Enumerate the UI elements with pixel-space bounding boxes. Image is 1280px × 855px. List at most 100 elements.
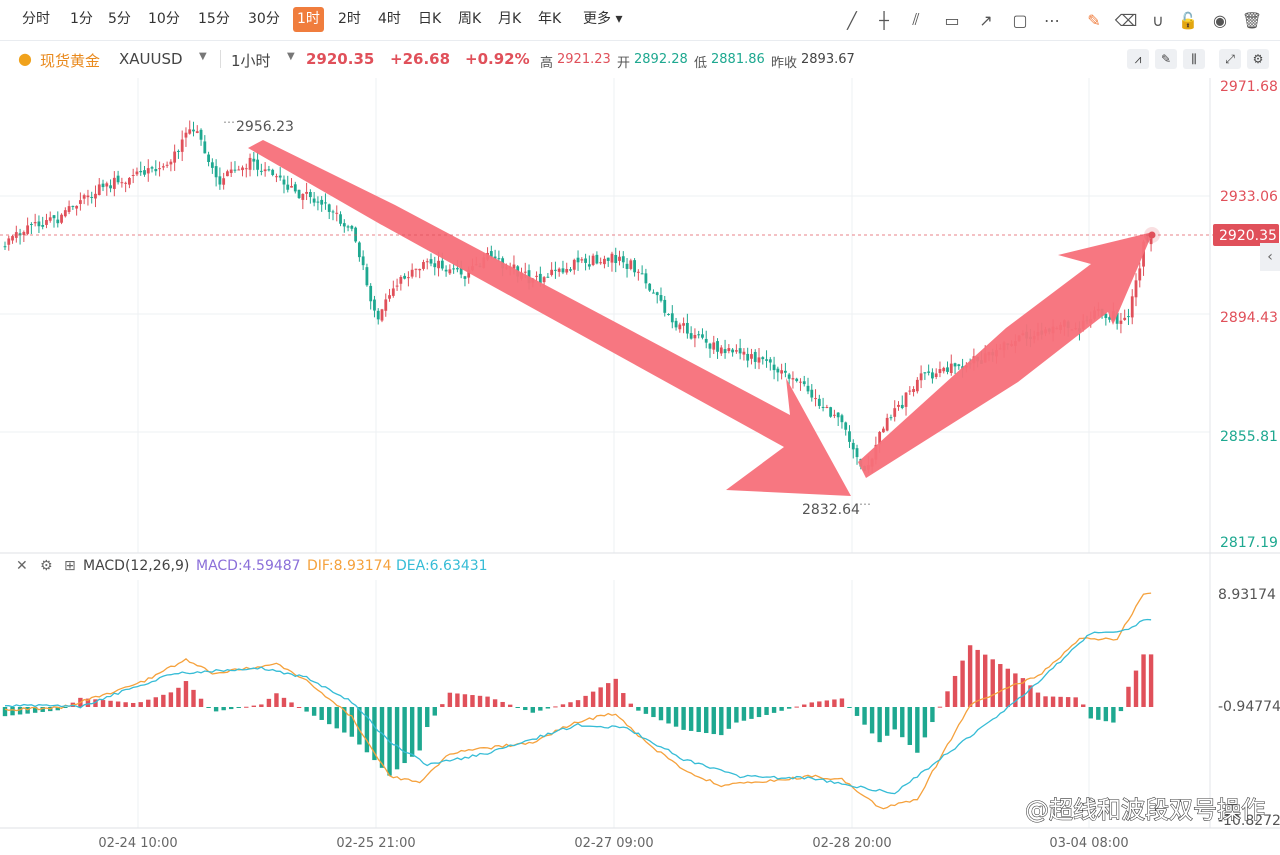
collapse-arrow-icon[interactable]: ‹	[1260, 243, 1280, 271]
candle-body	[697, 334, 701, 336]
horizontal-line-icon[interactable]: ┼	[879, 10, 889, 30]
close-indicator-icon[interactable]: ✕	[16, 558, 28, 574]
macd-bar	[711, 707, 716, 735]
timeframe-4[interactable]: 15分	[198, 11, 230, 27]
candle-body	[131, 174, 135, 176]
candle-body	[799, 381, 802, 383]
more-tools-icon[interactable]: ⋯	[1044, 10, 1060, 30]
timeframe-0[interactable]: 分时	[22, 11, 50, 27]
high-annotation-dots: ⋯	[223, 115, 235, 129]
symbol-code[interactable]: XAUUSD	[119, 50, 183, 68]
timeframe-5[interactable]: 30分	[248, 11, 280, 27]
candle-body	[222, 178, 226, 185]
macd-bar	[613, 678, 618, 707]
candle-body	[195, 131, 199, 133]
candle-body	[180, 139, 184, 152]
timeframe-13[interactable]: 更多 ▾	[583, 11, 623, 27]
candle-body	[814, 398, 817, 400]
candle-body	[399, 276, 403, 284]
candle-body	[621, 256, 625, 263]
macd-bar	[560, 704, 566, 707]
indicator-settings-icon[interactable]: ⚙	[40, 558, 53, 574]
period-dropdown-icon[interactable]: ▼	[287, 51, 295, 62]
eye-icon[interactable]: ◉	[1213, 10, 1227, 30]
timeframe-10[interactable]: 周K	[458, 11, 482, 27]
macd-bar	[621, 693, 626, 707]
macd-bar	[832, 699, 837, 707]
candle-body	[244, 168, 248, 170]
arrow-tool-icon[interactable]: ↗	[979, 10, 993, 30]
macd-bar	[206, 707, 211, 708]
candle-body	[938, 369, 942, 374]
indicator-icon[interactable]: ⫼	[1183, 49, 1205, 69]
macd-bar	[281, 697, 287, 707]
timeframe-12[interactable]: 年K	[538, 11, 562, 27]
candle-body	[942, 367, 946, 372]
fullscreen-icon[interactable]: ⤢	[1219, 49, 1241, 69]
draw-icon[interactable]: ✎	[1155, 49, 1177, 69]
comment-icon[interactable]: ▢	[1012, 10, 1028, 30]
macd-bar	[922, 707, 928, 738]
macd-bar	[590, 691, 596, 707]
trash-icon[interactable]: 🗑	[1241, 10, 1263, 30]
candle-body	[229, 169, 233, 174]
candle-body	[37, 221, 41, 227]
candle-body	[708, 343, 712, 349]
rectangle-icon[interactable]: ▭	[944, 10, 960, 30]
trend-line-icon[interactable]: ╱	[847, 10, 857, 30]
timeframe-11[interactable]: 月K	[498, 11, 522, 27]
candle-body	[633, 260, 636, 273]
timeframe-6[interactable]: 1时	[293, 7, 324, 32]
add-indicator-icon[interactable]: ⊞	[64, 558, 76, 574]
timeframe-7[interactable]: 2时	[338, 11, 361, 27]
magnet-icon[interactable]: ∪	[1152, 10, 1164, 30]
candle-body	[904, 392, 908, 407]
chart-type-icon[interactable]: ⩘	[1127, 49, 1149, 69]
candle-body	[79, 200, 82, 204]
candle-body	[919, 373, 923, 381]
macd-bar	[198, 698, 204, 707]
macd-bar	[786, 707, 792, 709]
candle-body	[806, 385, 810, 392]
symbol-dropdown-icon[interactable]: ▼	[199, 51, 207, 62]
macd-name: MACD(12,26,9)	[83, 558, 190, 574]
high-label: 高	[540, 56, 554, 71]
macd-bar	[251, 705, 257, 707]
symbol-info-bar: ● 现货黄金 XAUUSD ▼ 1小时 ▼ 2920.35 +26.68 +0.…	[0, 40, 1280, 78]
macd-bar	[1088, 707, 1093, 719]
candle-body	[878, 432, 882, 445]
candle-body	[659, 295, 663, 301]
timeframe-3[interactable]: 10分	[148, 11, 180, 27]
candle-body	[1123, 317, 1127, 320]
macd-bar	[749, 707, 754, 719]
candle-body	[41, 225, 45, 227]
candle-body	[52, 215, 56, 219]
macd-bar	[945, 691, 950, 707]
timeframe-8[interactable]: 4时	[378, 11, 401, 27]
parallel-lines-icon[interactable]: ⫽	[912, 10, 920, 29]
candle-body	[188, 129, 192, 134]
settings-icon[interactable]: ⚙	[1247, 49, 1269, 69]
symbol-name[interactable]: 现货黄金	[40, 52, 101, 70]
timeframe-2[interactable]: 5分	[108, 11, 131, 27]
macd-bar	[658, 707, 664, 721]
high-value: 2921.23	[557, 52, 611, 67]
edit-icon[interactable]: ✎	[1087, 10, 1101, 30]
macd-bar	[236, 707, 241, 708]
candle-body	[716, 341, 719, 352]
eraser-icon[interactable]: ⌫	[1114, 10, 1138, 30]
macd-bar	[334, 707, 339, 729]
timeframe-1[interactable]: 1分	[70, 11, 93, 27]
macd-bar	[937, 706, 943, 708]
price-axis-label: 2817.19	[1220, 535, 1278, 551]
macd-bar	[1065, 697, 1071, 707]
candle-body	[900, 404, 904, 409]
candle-body	[101, 183, 105, 188]
candle-body	[463, 276, 467, 279]
timeframe-9[interactable]: 日K	[418, 11, 442, 27]
macd-bar	[900, 707, 905, 738]
candle-body	[489, 251, 493, 257]
lock-icon[interactable]: 🔓	[1178, 10, 1198, 30]
period-select[interactable]: 1小时	[231, 52, 271, 70]
